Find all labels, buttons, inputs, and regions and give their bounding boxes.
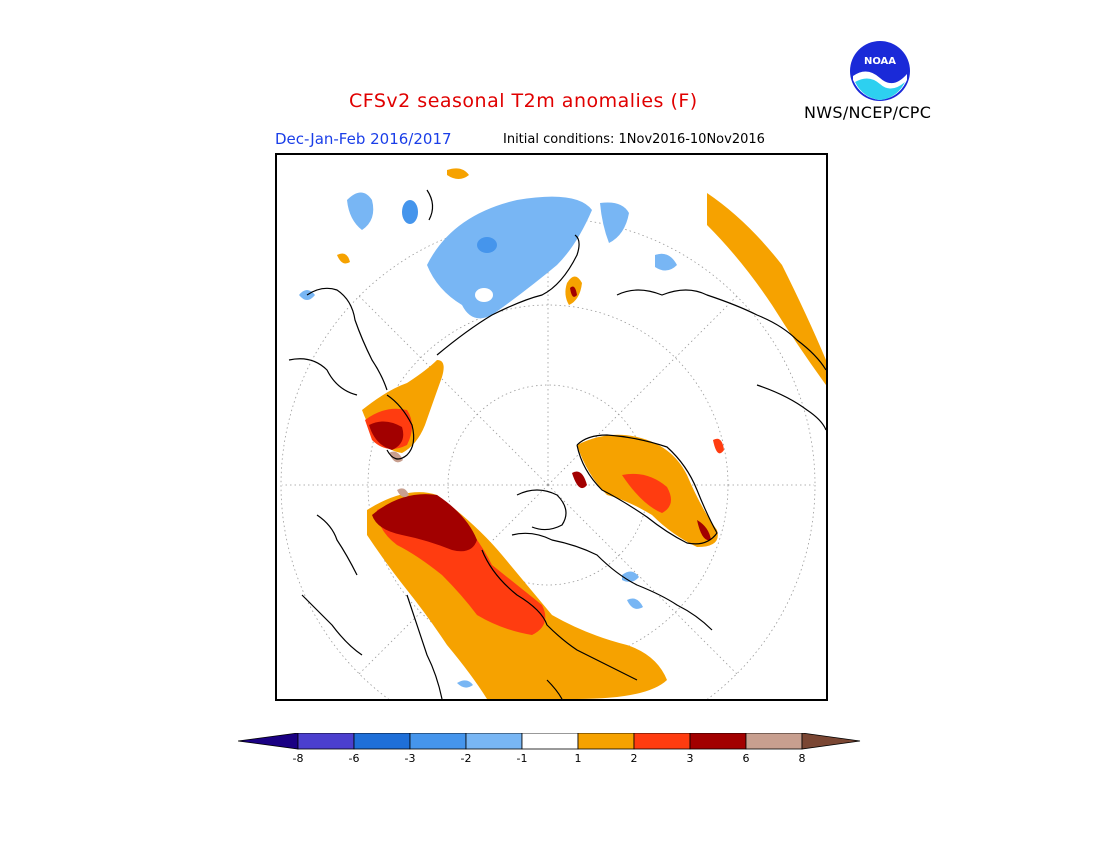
legend-swatch-above-8 (801, 732, 861, 750)
legend-swatch-minus-3-to-2 (409, 732, 467, 750)
season-label: Dec-Jan-Feb 2016/2017 (275, 130, 452, 148)
warm-anomaly-greenland (572, 434, 718, 547)
coastlines (288, 189, 826, 699)
legend-tick-label: -8 (292, 752, 304, 765)
polar-map (275, 153, 828, 701)
legend-swatch-1-to-2 (577, 732, 635, 750)
legend-swatch-minus-2-to-1 (465, 732, 523, 750)
legend-tick-label: 6 (742, 752, 750, 765)
legend-swatch-minus-6-to-3 (353, 732, 411, 750)
legend-swatch-minus-8-to-6 (297, 732, 355, 750)
legend-tick-label: -3 (404, 752, 416, 765)
legend-swatch-3-to-6 (689, 732, 747, 750)
legend-tick-label: 1 (574, 752, 582, 765)
legend-swatch-below-minus-8 (237, 732, 299, 750)
legend-tick-label: -1 (516, 752, 528, 765)
legend-swatch-2-to-3 (633, 732, 691, 750)
warm-anomaly-north-america (367, 488, 667, 699)
legend-tick-label: 2 (630, 752, 638, 765)
initial-conditions-label: Initial conditions: 1Nov2016-10Nov2016 (503, 132, 765, 147)
agency-label: NWS/NCEP/CPC (804, 103, 932, 122)
legend-swatch-neutral (521, 732, 579, 750)
legend-tick-label: 8 (798, 752, 806, 765)
legend-tick-label: -2 (460, 752, 472, 765)
cold-anomaly-siberia (299, 192, 677, 688)
logo-text: NOAA (864, 56, 896, 67)
warm-anomaly-east-asia (362, 360, 444, 463)
legend-swatch-6-to-8 (745, 732, 803, 750)
noaa-logo: NOAA (849, 40, 911, 102)
legend-tick-label: 3 (686, 752, 694, 765)
legend-tick-label: -6 (348, 752, 360, 765)
color-legend (237, 732, 862, 773)
warm-anomaly-europe (337, 168, 826, 454)
chart-title: CFSv2 seasonal T2m anomalies (F) (349, 90, 698, 112)
